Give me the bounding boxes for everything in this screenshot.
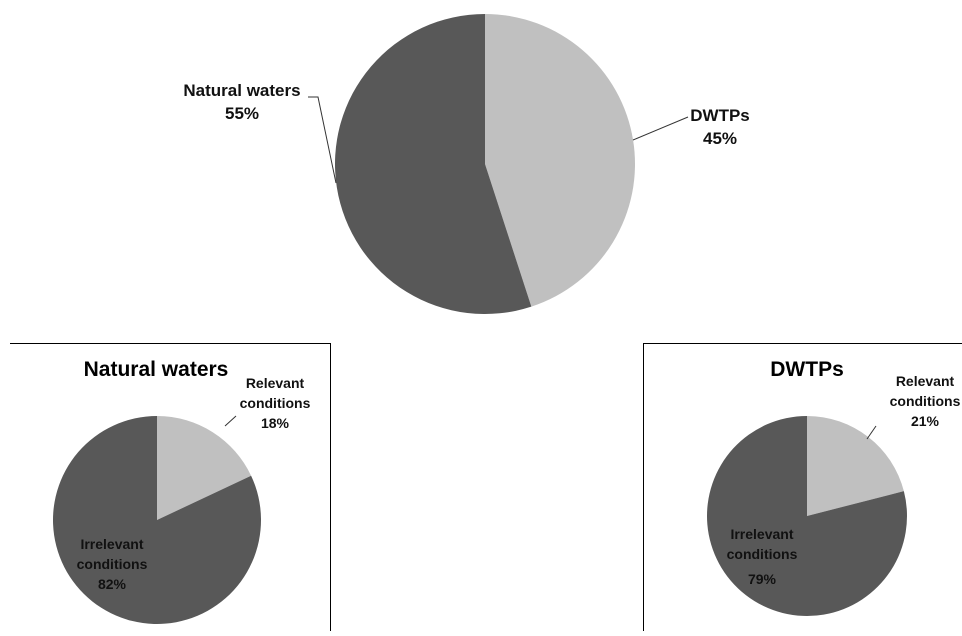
leader-line-relevant-dwtps (866, 425, 877, 440)
natural-waters-pie-slices (53, 416, 262, 624)
irrelevant-value-natural: 82% (98, 576, 127, 592)
leader-line-dwtps (632, 116, 689, 141)
irrelevant-label-line1: Irrelevant (730, 526, 793, 542)
relevant-label-line2: conditions (890, 393, 961, 409)
irrelevant-value-dwtps: 79% (748, 571, 777, 587)
dwtps-pie-chart: DWTPs Relevant conditions 21% Irrelevant… (707, 358, 961, 616)
irrelevant-label-line2: conditions (727, 546, 798, 562)
pie-slice-0 (485, 14, 635, 307)
slice-value-dwtps: 45% (703, 129, 737, 148)
natural-waters-panel: Natural waters Relevant conditions 18% I… (10, 343, 331, 631)
pie-slice-1 (707, 416, 907, 616)
relevant-label-line1: Relevant (896, 373, 955, 389)
main-pie-slices (335, 14, 635, 314)
dwtps-pie-slices (707, 416, 907, 616)
pie-slice-0 (157, 416, 252, 520)
leader-line-natural-waters (308, 96, 337, 184)
relevant-label-line2: conditions (240, 395, 311, 411)
panel-title-natural-waters: Natural waters (84, 358, 229, 381)
relevant-value-dwtps: 21% (911, 413, 940, 429)
slice-value-natural-waters: 55% (225, 104, 259, 123)
dwtps-panel: DWTPs Relevant conditions 21% Irrelevant… (643, 343, 962, 631)
slice-label-natural-waters: Natural waters (183, 81, 300, 100)
pie-slice-1 (53, 416, 262, 624)
irrelevant-label-line1: Irrelevant (80, 536, 143, 552)
slice-label-dwtps: DWTPs (690, 106, 750, 125)
leader-line-relevant-natural (224, 415, 237, 427)
panel-title-dwtps: DWTPs (770, 358, 844, 381)
pie-slice-0 (807, 416, 904, 516)
relevant-label-line1: Relevant (246, 375, 305, 391)
natural-waters-pie-chart: Natural waters Relevant conditions 18% I… (53, 358, 311, 624)
main-pie-chart: Natural waters 55% DWTPs 45% (183, 14, 750, 314)
pie-slice-1 (335, 14, 532, 314)
irrelevant-label-line2: conditions (77, 556, 148, 572)
relevant-value-natural: 18% (261, 415, 290, 431)
